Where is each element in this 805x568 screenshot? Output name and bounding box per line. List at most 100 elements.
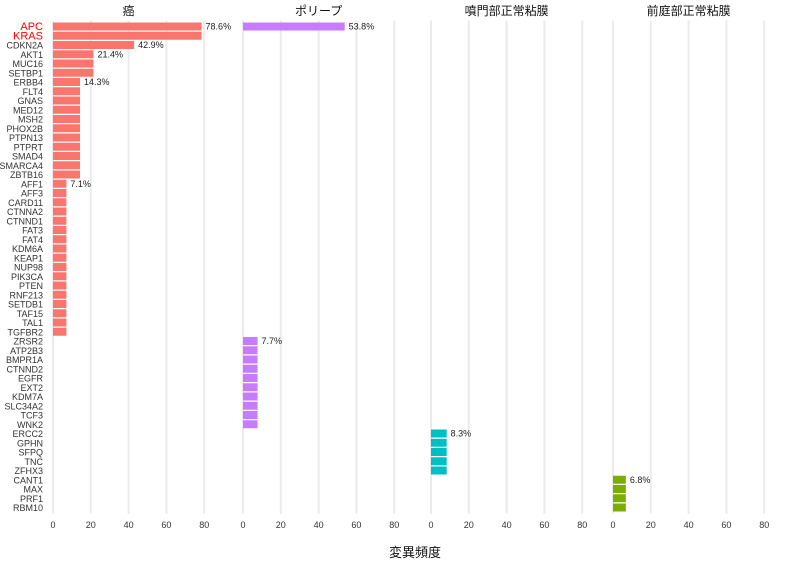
bar-egfr xyxy=(243,374,258,382)
bar-ctnna2 xyxy=(53,207,67,216)
gene-label: TCF3 xyxy=(21,411,44,421)
gene-label: KDM6A xyxy=(12,244,43,254)
bar-kdm7a xyxy=(243,392,258,401)
gene-label: CARD11 xyxy=(8,198,43,208)
bar-fat4 xyxy=(53,235,67,244)
panel-title: ポリープ xyxy=(295,4,342,18)
gene-label: PIK3CA xyxy=(11,272,43,282)
x-tick-label: 20 xyxy=(276,520,286,530)
x-axis-title: 変異頻度 xyxy=(389,545,441,561)
bar-zrsr2 xyxy=(243,337,258,345)
x-tick-label: 20 xyxy=(86,520,96,530)
panel-title: 前庭部正常粘膜 xyxy=(647,3,731,18)
x-tick-label: 40 xyxy=(124,520,134,530)
bar-fat3 xyxy=(53,226,67,234)
data-label: 14.3% xyxy=(84,77,110,87)
bar-ctnnd1 xyxy=(53,216,67,225)
bar-keap1 xyxy=(53,253,67,262)
gene-label: MSH2 xyxy=(18,115,43,125)
bar-med12 xyxy=(53,105,81,114)
bar-flt4 xyxy=(53,87,81,96)
gene-label: TGFBR2 xyxy=(7,327,43,337)
gene-label: ZRSR2 xyxy=(13,337,43,347)
x-tick-label: 80 xyxy=(577,520,587,530)
bar-ctnnd2 xyxy=(243,364,258,373)
bar-phox2b xyxy=(53,124,81,133)
gene-label: AKT1 xyxy=(20,50,43,60)
data-label: 7.1% xyxy=(70,179,91,189)
bar-erbb4 xyxy=(53,78,81,86)
bar-gphn xyxy=(431,438,447,447)
bar-muc16 xyxy=(53,59,94,68)
gene-label: KDM7A xyxy=(12,392,43,402)
gene-label: CTNNA2 xyxy=(7,207,43,217)
gene-label: APC xyxy=(20,21,43,33)
bar-setdb1 xyxy=(53,300,67,308)
bar-taf15 xyxy=(53,309,67,318)
gene-label: ATP2B3 xyxy=(10,346,43,356)
bar-kras xyxy=(53,31,202,40)
bar-msh2 xyxy=(53,115,81,123)
bar-ptpn13 xyxy=(53,133,81,142)
gene-label: PTPRT xyxy=(14,142,44,152)
gene-label: MED12 xyxy=(13,105,43,115)
x-tick-label: 60 xyxy=(721,520,731,530)
gene-label: AFF3 xyxy=(21,189,43,199)
x-tick-label: 0 xyxy=(428,520,433,530)
bar-card11 xyxy=(53,198,67,207)
gene-label: NUP98 xyxy=(14,263,43,273)
x-tick-label: 20 xyxy=(646,520,656,530)
gene-label: MAX xyxy=(23,485,43,495)
bar-pik3ca xyxy=(53,272,67,281)
gene-label: CDKN2A xyxy=(6,41,43,51)
data-label: 8.3% xyxy=(451,429,472,439)
gene-label: CTNND1 xyxy=(6,216,43,226)
gene-label: SMAD4 xyxy=(12,152,43,162)
gene-label: EGFR xyxy=(18,374,44,384)
data-label: 78.6% xyxy=(206,22,232,32)
bar-tcf3 xyxy=(243,411,258,419)
data-label: 42.9% xyxy=(138,40,164,50)
bar-setbp1 xyxy=(53,68,94,77)
gene-label: ERCC2 xyxy=(12,429,43,439)
bar-zfhx3 xyxy=(431,466,447,475)
x-tick-label: 80 xyxy=(759,520,769,530)
gene-label: ZBTB16 xyxy=(10,170,43,180)
bar-max xyxy=(613,485,626,493)
bar-zbtb16 xyxy=(53,170,81,179)
bar-apc xyxy=(53,22,202,31)
x-tick-label: 20 xyxy=(464,520,474,530)
bar-smarca4 xyxy=(53,161,81,170)
gene-label: PRF1 xyxy=(20,494,43,504)
gene-label: PTPN13 xyxy=(9,133,43,143)
gene-label: SETDB1 xyxy=(8,300,43,310)
x-tick-label: 60 xyxy=(351,520,361,530)
gene-label: PTEN xyxy=(19,281,43,291)
gene-label: GNAS xyxy=(17,96,43,106)
bar-tal1 xyxy=(53,318,67,327)
bar-smad4 xyxy=(53,152,81,160)
bar-tnc xyxy=(431,457,447,466)
bar-gnas xyxy=(53,96,81,105)
bar-nup98 xyxy=(53,263,67,271)
bar-ptprt xyxy=(53,142,81,151)
bar-ext2 xyxy=(243,383,258,392)
bar-kdm6a xyxy=(53,244,67,253)
bar-slc34a2 xyxy=(243,401,258,410)
bar-tgfbr2 xyxy=(53,327,67,336)
gene-label: MUC16 xyxy=(12,59,43,69)
bar-cdkn2a xyxy=(53,41,135,49)
x-tick-label: 0 xyxy=(240,520,245,530)
x-tick-label: 60 xyxy=(161,520,171,530)
x-tick-label: 0 xyxy=(50,520,55,530)
gene-label: SMARCA4 xyxy=(0,161,43,171)
gene-label: CTNND2 xyxy=(6,364,43,374)
gene-label: KEAP1 xyxy=(14,253,43,263)
x-tick-label: 40 xyxy=(502,520,512,530)
x-tick-label: 40 xyxy=(684,520,694,530)
gene-label: RNF213 xyxy=(9,290,43,300)
gene-label: SFPQ xyxy=(18,448,43,458)
data-label: 53.8% xyxy=(349,22,375,32)
x-tick-label: 60 xyxy=(539,520,549,530)
